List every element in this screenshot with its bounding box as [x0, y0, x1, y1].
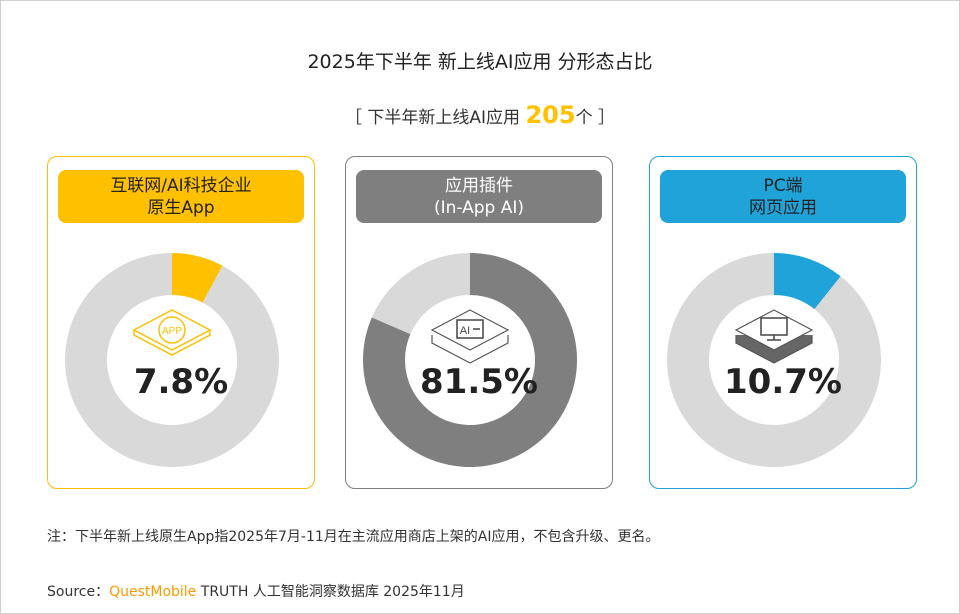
percent-label: 81.5%	[420, 362, 538, 402]
chart-title: 2025年下半年 新上线AI应用 分形态占比	[307, 51, 653, 73]
category-name-line2: (In-App AI)	[433, 197, 525, 218]
category-name-line1: PC端	[763, 175, 803, 196]
svg-text:AI: AI	[460, 325, 470, 337]
monitor-icon	[734, 309, 814, 364]
category-label: 互联网/AI科技企业 原生App	[58, 170, 304, 223]
subtitle: ［ 下半年新上线AI应用 205个 ］	[1, 101, 959, 129]
percent-label: 10.7%	[724, 362, 842, 402]
svg-text:APP: APP	[162, 326, 182, 337]
source: Source：QuestMobile TRUTH 人工智能洞察数据库 2025年…	[47, 581, 465, 601]
category-name-line1: 应用插件	[445, 175, 513, 196]
total-count: 205	[525, 101, 576, 129]
category-card: AI 应用插件 (In-App AI) 81.5%	[345, 156, 613, 489]
percent-label: 7.8%	[133, 362, 229, 402]
category-name-line2: 网页应用	[749, 197, 817, 218]
source-brand: QuestMobile	[109, 584, 197, 600]
donut-chart: APP	[64, 253, 279, 467]
donut-slice-value	[363, 253, 577, 467]
subtitle-prefix: ［ 下半年新上线AI应用	[345, 108, 526, 128]
category-name-line2: 原生App	[147, 197, 215, 218]
donut-slice-value	[172, 253, 223, 303]
category-card: APP 互联网/AI科技企业 原生App 7.8%	[47, 156, 315, 489]
donut-slice-remainder	[64, 253, 279, 467]
donut-slice-value	[774, 253, 841, 310]
ai-plugin-icon: AI	[430, 309, 510, 364]
category-label: PC端 网页应用	[660, 170, 906, 223]
donut-chart	[667, 253, 881, 467]
app-icon: APP	[132, 309, 212, 356]
category-name-line1: 互联网/AI科技企业	[110, 175, 252, 196]
donut-chart: AI	[363, 253, 577, 467]
footnote: 注：下半年新上线原生App指2025年7月-11月在主流应用商店上架的AI应用，…	[47, 529, 660, 545]
source-prefix: Source：	[47, 584, 110, 600]
donut-slice-remainder	[667, 253, 881, 467]
category-label: 应用插件 (In-App AI)	[356, 170, 602, 223]
category-card: PC端 网页应用 10.7%	[649, 156, 917, 489]
subtitle-suffix: 个 ］	[575, 108, 615, 128]
donut-slice-remainder	[371, 253, 470, 335]
source-rest: TRUTH 人工智能洞察数据库 2025年11月	[196, 584, 465, 600]
